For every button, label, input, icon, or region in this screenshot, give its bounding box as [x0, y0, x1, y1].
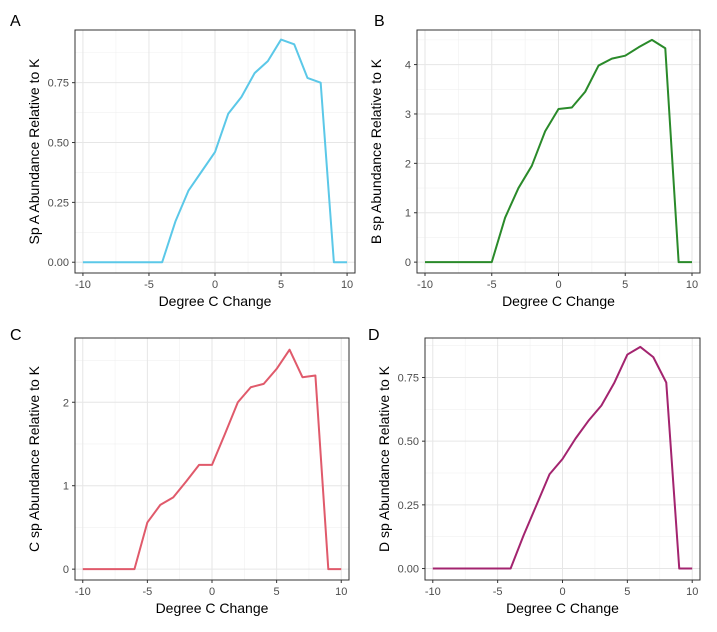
x-tick-label: -10 [75, 586, 91, 598]
y-tick-label: 1 [405, 208, 411, 220]
x-axis-title: Degree C Change [502, 293, 615, 309]
x-axis-title: Degree C Change [506, 600, 619, 616]
y-tick-label: 4 [405, 60, 411, 72]
panel-label: A [10, 13, 21, 30]
x-tick-label: -5 [142, 586, 152, 598]
x-tick-label: -10 [75, 279, 91, 291]
y-tick-label: 0.75 [398, 372, 419, 384]
y-tick-label: 0 [405, 257, 411, 269]
y-tick-label: 0.25 [48, 197, 69, 209]
y-tick-label: 0.50 [48, 138, 69, 150]
series-line [82, 348, 342, 571]
x-tick-label: 10 [686, 279, 698, 291]
y-tick-label: 0.75 [48, 78, 69, 90]
x-tick-label: 5 [274, 586, 280, 598]
y-tick-label: 2 [405, 158, 411, 170]
x-tick-label: 0 [209, 586, 215, 598]
x-tick-label: -5 [144, 279, 154, 291]
series-line [425, 38, 692, 264]
y-tick-label: 1 [63, 481, 69, 493]
panel-b: B -10 -5 0 5 10 0 1 2 3 4 Degree C Change B sp Abund… [368, 13, 701, 309]
x-tick-label: -5 [493, 586, 503, 598]
x-tick-label: 0 [212, 279, 218, 291]
x-axis-title: Degree C Change [159, 293, 272, 309]
x-tick-label: -10 [417, 279, 433, 291]
x-axis-title: Degree C Change [156, 600, 269, 616]
y-tick-label: 0.00 [398, 564, 419, 576]
x-tick-label: -10 [425, 586, 441, 598]
series-line [82, 38, 348, 264]
x-tick-label: 5 [622, 279, 628, 291]
series-line [432, 345, 693, 570]
x-tick-label: -5 [487, 279, 497, 291]
y-tick-label: 0.25 [398, 500, 419, 512]
y-axis-title: Sp A Abundance Relative to K [26, 58, 42, 245]
panel-c: C -10 -5 0 5 10 0 1 2 Degree C Change C sp Abundan… [10, 327, 350, 616]
y-tick-label: 3 [405, 109, 411, 121]
panel-a: A -10 -5 0 5 10 0.00 0.25 0.50 0.75 Degree C Chang… [10, 13, 356, 309]
x-tick-label: 10 [686, 586, 698, 598]
y-tick-label: 0.50 [398, 436, 419, 448]
x-tick-label: 10 [335, 586, 347, 598]
y-axis-title: D sp Abundance Relative to K [376, 365, 392, 552]
x-tick-label: 0 [559, 586, 565, 598]
y-tick-label: 0.00 [48, 257, 69, 269]
y-axis-title: C sp Abundance Relative to K [26, 365, 42, 552]
x-tick-label: 5 [624, 586, 630, 598]
panel-label: B [374, 13, 385, 30]
x-tick-label: 5 [278, 279, 284, 291]
y-tick-label: 0 [63, 564, 69, 576]
y-tick-label: 2 [63, 397, 69, 409]
panel-label: D [368, 327, 380, 344]
y-axis-title: B sp Abundance Relative to K [368, 58, 384, 244]
x-tick-label: 0 [555, 279, 561, 291]
panel-d: D -10 -5 0 5 10 0.00 0.25 0.50 0.75 Degree C Chang… [368, 327, 701, 616]
panel-label: C [10, 327, 22, 344]
x-tick-label: 10 [341, 279, 353, 291]
